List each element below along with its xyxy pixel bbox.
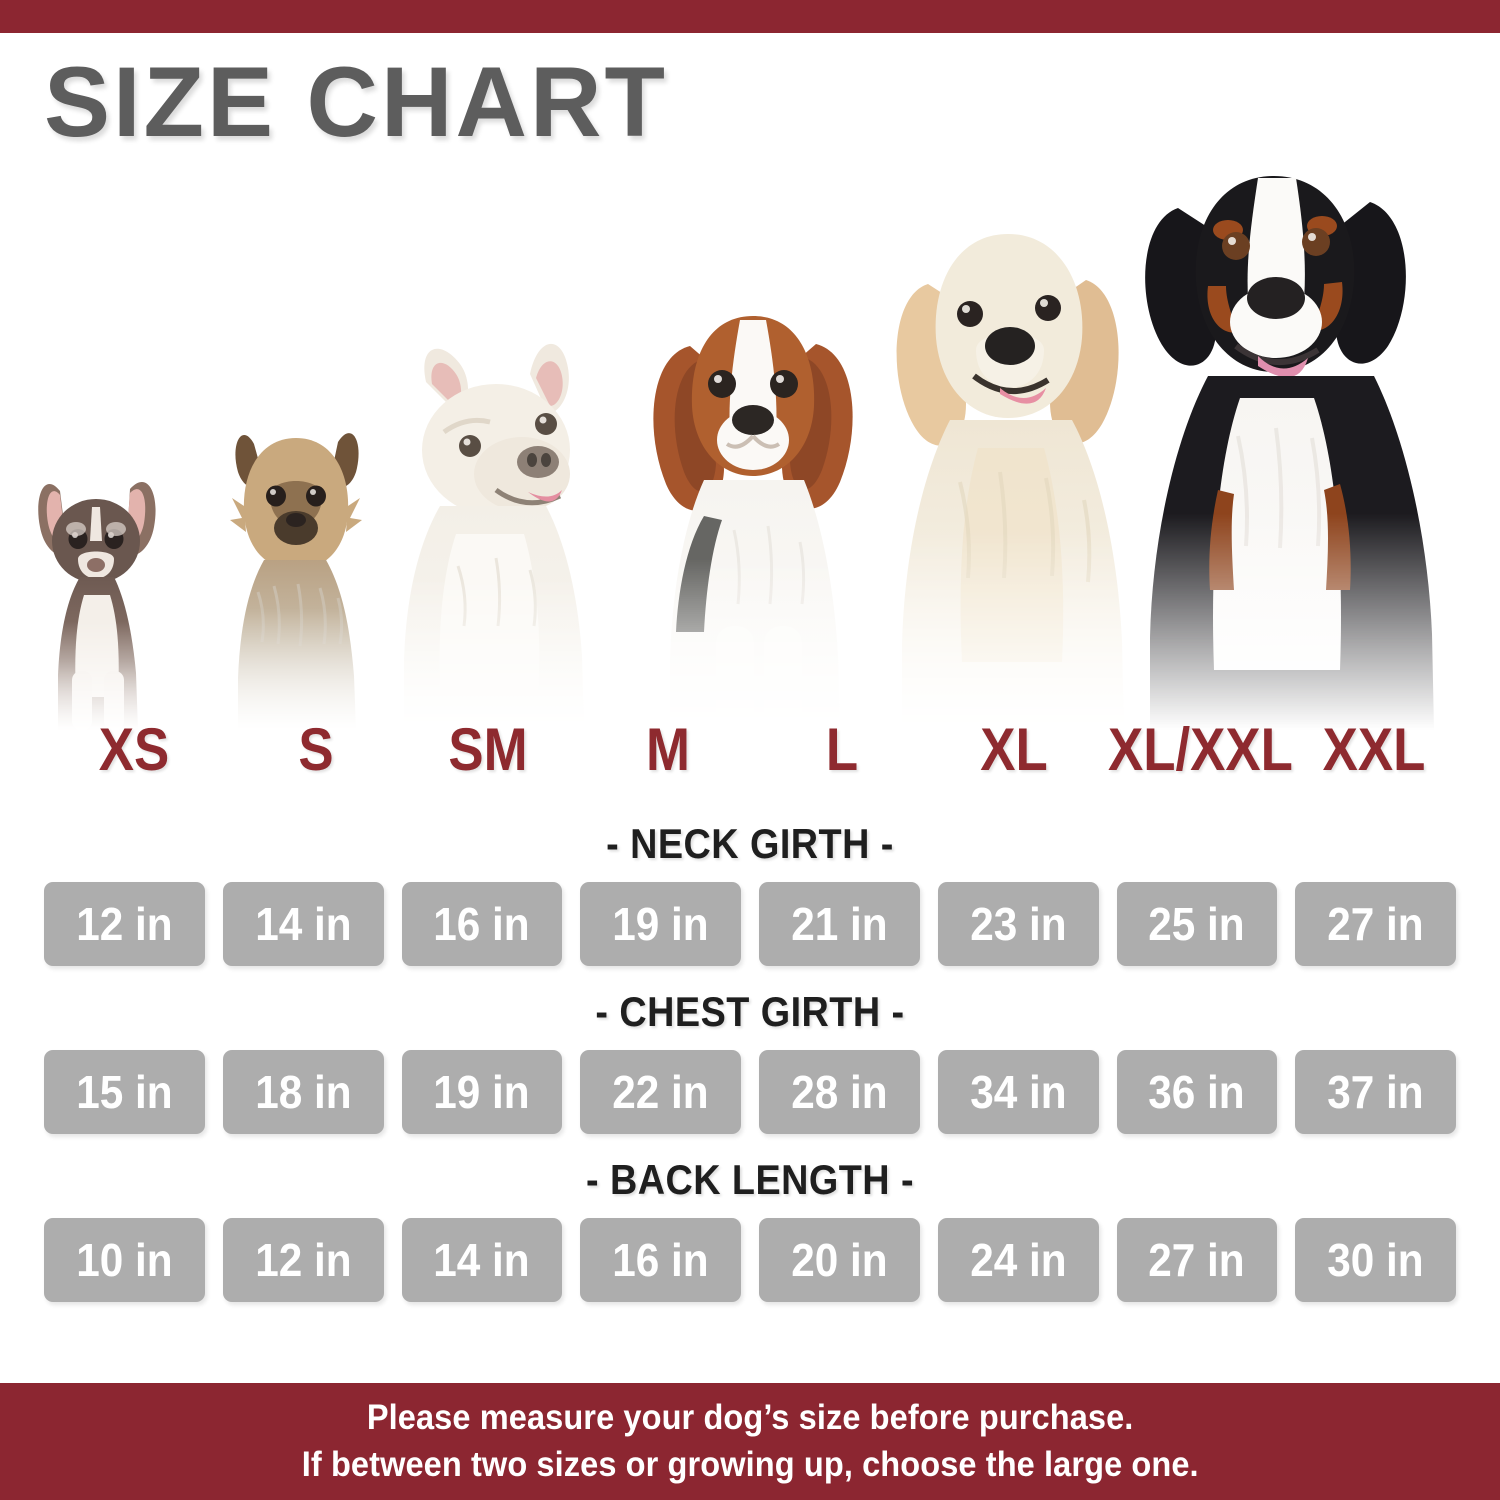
measurement-row-chest-girth: 15 in 18 in 19 in 22 in 28 in 34 in 36 i… [0,1050,1500,1134]
measurement-cell: 23 in [937,882,1099,966]
measurement-sections: - NECK GIRTH - 12 in 14 in 16 in 19 in 2… [0,820,1500,1324]
dog-illustration-golden-retriever [866,210,1166,730]
size-label-xlxxl: XL/XXL [1108,716,1293,783]
measurement-cell: 15 in [44,1050,205,1134]
measurement-cell: 16 in [401,882,563,966]
footer-line-2: If between two sizes or growing up, choo… [301,1444,1199,1484]
dog-illustration-yorkshire-terrier [208,410,384,730]
measurement-cell: 24 in [937,1218,1099,1302]
measurement-cell: 37 in [1295,1050,1456,1134]
dog-lineup [0,150,1500,730]
size-label-xl: XL [980,716,1048,783]
measurement-cell: 20 in [759,1218,920,1302]
measurement-cell: 28 in [759,1050,920,1134]
measurement-cell: 16 in [580,1218,741,1302]
size-label-xs: XS [98,716,170,783]
size-label-sm: SM [448,716,528,783]
size-label-xxl: XXL [1322,716,1426,783]
measurement-cell: 27 in [1295,882,1456,966]
section-heading-neck-girth: - NECK GIRTH - [606,820,894,867]
measurement-cell: 12 in [44,882,205,966]
dog-illustration-french-bulldog [378,330,610,730]
measurement-cell: 14 in [401,1218,563,1302]
measurement-row-neck-girth: 12 in 14 in 16 in 19 in 21 in 23 in 25 i… [0,882,1500,966]
measurement-row-back-length: 10 in 12 in 14 in 16 in 20 in 24 in 27 i… [0,1218,1500,1302]
measurement-cell: 30 in [1295,1218,1456,1302]
measurement-cell: 18 in [222,1050,384,1134]
section-heading-back-length: - BACK LENGTH - [585,1156,915,1203]
measurement-cell: 22 in [580,1050,741,1134]
measurement-cell: 19 in [580,882,741,966]
measurement-cell: 14 in [222,882,384,966]
dog-illustration-bernese-mountain-dog [1112,160,1472,730]
measurement-section-neck-girth: - NECK GIRTH - 12 in 14 in 16 in 19 in 2… [0,820,1500,966]
measurement-cell: 12 in [222,1218,384,1302]
measurement-section-back-length: - BACK LENGTH - 10 in 12 in 14 in 16 in … [0,1156,1500,1302]
section-heading-chest-girth: - CHEST GIRTH - [595,988,905,1035]
footer-line-1: Please measure your dog’s size before pu… [366,1397,1134,1437]
size-label-s: S [298,716,334,783]
page-title-wrap: SIZE CHART [44,52,668,151]
footer-note-bar: Please measure your dog’s size before pu… [0,1383,1500,1500]
measurement-cell: 27 in [1116,1218,1278,1302]
measurement-cell: 34 in [937,1050,1099,1134]
page-title: SIZE CHART [44,46,668,157]
dog-illustration-chihuahua [18,445,178,730]
dog-illustration-beagle [628,280,878,730]
measurement-cell: 25 in [1116,882,1278,966]
measurement-cell: 21 in [759,882,920,966]
top-accent-bar [0,0,1500,33]
size-label-l: L [825,716,859,783]
measurement-section-chest-girth: - CHEST GIRTH - 15 in 18 in 19 in 22 in … [0,988,1500,1134]
measurement-cell: 19 in [401,1050,563,1134]
size-label-m: M [646,716,690,783]
measurement-cell: 36 in [1116,1050,1278,1134]
measurement-cell: 10 in [44,1218,205,1302]
size-label-row: XS S SM M L XL XL/XXL XXL [0,714,1500,780]
